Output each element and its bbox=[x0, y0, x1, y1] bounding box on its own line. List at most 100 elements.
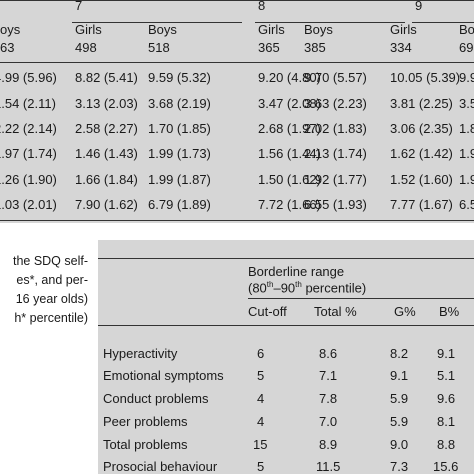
table-cell: 5 bbox=[257, 368, 265, 383]
table-cell: 3.13 (2.03) bbox=[75, 96, 138, 111]
table-cell: 15 bbox=[253, 437, 268, 452]
col-header-boys-7: Boys bbox=[148, 22, 177, 37]
table-cell: 9.0 bbox=[390, 437, 409, 452]
table-cell: 5.1 bbox=[437, 368, 456, 383]
col-header-total: Total % bbox=[314, 304, 357, 319]
group-header-age-7: 7 bbox=[75, 0, 83, 13]
table-cell: 3.81 (2.25) bbox=[390, 96, 453, 111]
table-cell: 15.6 bbox=[433, 459, 459, 474]
table-cell: 1.56 (1.44) bbox=[258, 146, 321, 161]
col-header-cutoff: Cut-off bbox=[248, 304, 287, 319]
caption-line: the SDQ self- bbox=[12, 254, 88, 268]
table-cell: 11.5 bbox=[316, 459, 341, 474]
table-cell: 4.99 (5.96) bbox=[0, 70, 57, 85]
table-cell: 2.02 (1.83) bbox=[304, 121, 367, 136]
table-cell: 1.54 (2.11) bbox=[0, 96, 56, 111]
table-header-rule bbox=[0, 62, 474, 63]
col-n-girls-7: 498 bbox=[75, 40, 97, 55]
table-cell: 1.99 (1.73) bbox=[148, 146, 211, 161]
table-cell: 7.77 (1.67) bbox=[390, 197, 453, 212]
table-cell: 1.92 (1.77) bbox=[304, 172, 367, 187]
col-header-girls: G% bbox=[394, 304, 416, 319]
group-rule-7 bbox=[72, 22, 242, 23]
table-cell: 2.22 (2.14) bbox=[0, 121, 57, 136]
col-header-boys: B% bbox=[439, 304, 460, 319]
table-cell: 3.47 (2.08) bbox=[258, 96, 321, 111]
table-cell: 10.05 (5.39) bbox=[390, 70, 461, 85]
caption-line: 16 year olds) bbox=[15, 292, 88, 306]
group-rule-9 bbox=[412, 22, 474, 23]
col-header-boys-9: Bo bbox=[459, 22, 474, 37]
table-cell: 8.6 bbox=[319, 346, 338, 361]
col-n-boys-7: 518 bbox=[148, 40, 170, 55]
borderline-range-title: Borderline range bbox=[248, 264, 345, 279]
table-cell: 7.8 bbox=[319, 391, 338, 406]
table-caption: the SDQ self- es*, and per- 16 year olds… bbox=[0, 252, 88, 328]
col-n-boys-9: 69 bbox=[459, 40, 474, 55]
table-cell: 1.26 (1.90) bbox=[0, 172, 57, 187]
table-cell: 1.52 (1.60) bbox=[390, 172, 453, 187]
table-cell: 2.68 (1.97) bbox=[258, 121, 321, 136]
table-cell: 9.20 (4.80) bbox=[258, 70, 321, 85]
table-cell: 9.70 (5.57) bbox=[304, 70, 367, 85]
table-cell: 7.72 (1.66) bbox=[258, 197, 321, 212]
table-cell: 5.9 bbox=[390, 391, 409, 406]
table-cell: 9.1 bbox=[390, 368, 409, 383]
row-label: Prosocial behaviour bbox=[103, 459, 218, 474]
table-cell: 1.99 (1.87) bbox=[148, 172, 211, 187]
table-cell: 4 bbox=[257, 391, 265, 406]
table-cell: 8.1 bbox=[437, 414, 456, 429]
table-cell: 6 bbox=[257, 346, 265, 361]
table-cell: 7.90 (1.62) bbox=[75, 197, 138, 212]
col-header-girls-9: Girls bbox=[390, 22, 417, 37]
row-label: Total problems bbox=[103, 437, 188, 452]
header-group-rule bbox=[248, 298, 474, 299]
table-bottom-rule bbox=[0, 220, 474, 221]
table-top-rule bbox=[98, 258, 474, 259]
table-cell: 8.82 (5.41) bbox=[75, 70, 138, 85]
table-cell: 5 bbox=[257, 459, 265, 474]
table-cell: 1.62 (1.42) bbox=[390, 146, 453, 161]
table-cell: 7.3 bbox=[390, 459, 409, 474]
col-n-girls-8: 365 bbox=[258, 40, 280, 55]
table-cell: 7.0 bbox=[319, 414, 338, 429]
table-cell: 6.55 (1.93) bbox=[304, 197, 367, 212]
table-cell: 1.50 (1.62) bbox=[258, 172, 321, 187]
group-rule-8 bbox=[255, 22, 405, 23]
table-cell: 9.6 bbox=[437, 391, 456, 406]
table-cell: 3.06 (2.35) bbox=[390, 121, 453, 136]
table-cell: 6.5 bbox=[459, 197, 474, 212]
table-cell: 1.8 bbox=[459, 121, 474, 136]
col-header-boys-partial: oys bbox=[0, 22, 21, 37]
table-cell: 5.9 bbox=[390, 414, 409, 429]
col-header-girls-8: Girls bbox=[258, 22, 285, 37]
table-cell: 4 bbox=[257, 414, 265, 429]
sdq-means-table: 7 8 9 oys 63 Girls 498 Boys 518 Girls 36… bbox=[0, 0, 474, 223]
table-cell: 7.1 bbox=[319, 368, 338, 383]
caption-line: es*, and per- bbox=[16, 273, 88, 287]
table-top-rule bbox=[0, 0, 474, 1]
table-cell: 8.2 bbox=[390, 346, 409, 361]
table-cell: 3.5 bbox=[459, 96, 474, 111]
table-cell: 8.9 bbox=[319, 437, 338, 452]
table-cell: 3.63 (2.23) bbox=[304, 96, 367, 111]
table-cell: 1.9 bbox=[459, 146, 474, 161]
table-cell: 1.9 bbox=[459, 172, 474, 187]
table-cell: 3.68 (2.19) bbox=[148, 96, 211, 111]
col-n-boys-partial: 63 bbox=[0, 40, 15, 55]
caption-line: h* percentile) bbox=[14, 311, 88, 325]
row-label: Conduct problems bbox=[103, 391, 209, 406]
col-header-boys-8: Boys bbox=[304, 22, 333, 37]
table-cell: 1.03 (2.01) bbox=[0, 197, 57, 212]
table-cell: 1.97 (1.74) bbox=[0, 146, 57, 161]
borderline-range-subtitle: (80th–90th percentile) bbox=[248, 280, 367, 296]
table-header-rule bbox=[98, 325, 474, 326]
table-cell: 2.58 (2.27) bbox=[75, 121, 138, 136]
table-cell: 1.70 (1.85) bbox=[148, 121, 211, 136]
row-label: Hyperactivity bbox=[103, 346, 178, 361]
table-cell: 9.1 bbox=[437, 346, 456, 361]
col-n-girls-9: 334 bbox=[390, 40, 412, 55]
row-label: Emotional symptoms bbox=[103, 368, 224, 383]
table-cell: 8.8 bbox=[437, 437, 456, 452]
table-cell: 6.79 (1.89) bbox=[148, 197, 211, 212]
